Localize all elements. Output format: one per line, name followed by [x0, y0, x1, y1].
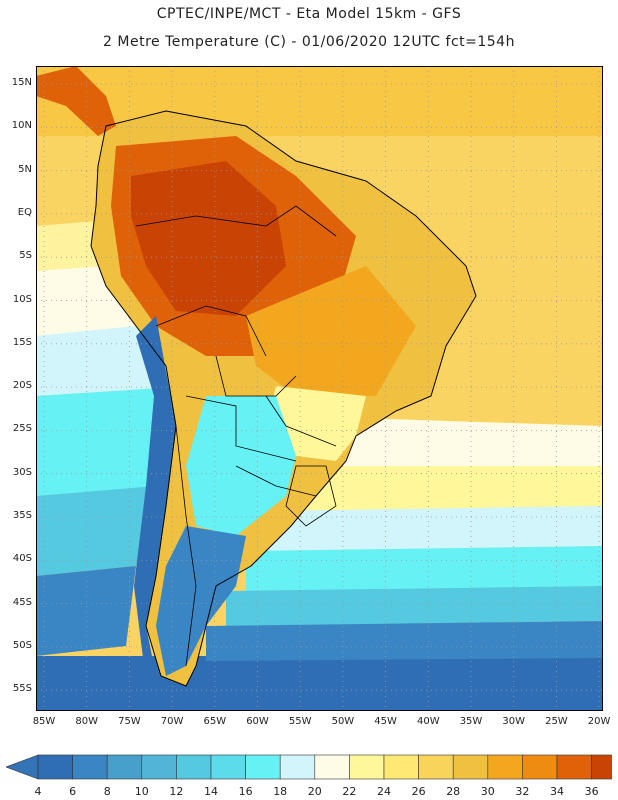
colorbar-tick-label: 12: [169, 785, 184, 798]
map-title-line-1: CPTEC/INPE/MCT - Eta Model 15km - GFS: [156, 6, 462, 22]
colorbar-tick-label: 20: [307, 785, 322, 798]
lat-label: 45S: [12, 596, 32, 608]
ocean-band-atlantic-6: [206, 621, 603, 661]
lat-label: 40S: [12, 553, 32, 565]
ocean-band-atlantic-20: [266, 506, 603, 551]
lat-label: EQ: [17, 206, 32, 218]
andes-cold-ridge: [134, 316, 176, 666]
lon-label: 40W: [416, 716, 440, 727]
central-brazil-region: [246, 266, 416, 396]
lat-label: 5S: [19, 250, 32, 262]
colorbar-tick-label: 28: [446, 785, 461, 798]
lon-label: 20W: [587, 716, 611, 727]
ocean-band-atlantic-22: [296, 416, 603, 466]
colorbar-tick-label: 24: [377, 785, 391, 798]
lat-label: 30S: [12, 466, 32, 478]
colorbar-tick-label: 8: [103, 785, 111, 798]
colorbar-swatch: [383, 754, 419, 780]
lon-label: 45W: [374, 716, 397, 727]
lon-label: 80W: [75, 716, 98, 727]
lat-label: 10S: [12, 293, 32, 305]
ocean-band-southern-4: [36, 656, 603, 711]
lat-label: 20S: [12, 380, 32, 392]
colorbar-tick-label: 14: [204, 785, 218, 798]
lon-label: 35W: [459, 716, 483, 727]
map-frame: [36, 66, 603, 711]
country-borders: [135, 205, 337, 667]
lon-label: 70W: [160, 716, 184, 727]
colorbar-swatch: [556, 754, 592, 780]
argentina-north-region: [186, 396, 296, 536]
colorbar-swatch: [279, 754, 316, 780]
lon-label: 25W: [545, 716, 568, 727]
lon-label: 30W: [502, 716, 525, 727]
colorbar-tick-label: 26: [411, 785, 426, 798]
lat-label: 35S: [12, 510, 32, 521]
colorbar-swatch: [72, 754, 108, 780]
colorbar-swatch: [591, 754, 612, 780]
amazon-hottest-core: [131, 161, 286, 316]
colorbar-tick-label: 10: [134, 785, 149, 798]
ocean-band-atlantic-24: [276, 466, 603, 511]
lat-label: 15N: [11, 77, 32, 88]
colorbar-tick-label: 16: [238, 785, 253, 798]
temperature-map: [36, 66, 603, 711]
map-canvas: [36, 66, 603, 711]
colorbar-tick-label: 30: [480, 785, 495, 798]
colorbar: [6, 754, 612, 780]
lat-label: 55S: [12, 683, 32, 695]
colorbar-swatch: [522, 754, 558, 780]
lat-label: 25S: [12, 423, 32, 435]
lon-label: 75W: [118, 716, 141, 727]
colorbar-swatch: [314, 754, 350, 780]
lon-label: 50W: [331, 716, 355, 727]
colorbar-tick-label: 22: [342, 785, 357, 798]
colorbar-swatch: [245, 754, 281, 780]
colorbar-low-arrow: [6, 754, 39, 780]
lon-label: 60W: [246, 716, 269, 727]
colorbar-swatch: [452, 754, 489, 780]
ocean-band-atlantic-12: [226, 586, 603, 626]
colorbar-swatch: [210, 754, 246, 780]
lat-label: 15S: [12, 336, 32, 348]
ocean-band-atlantic-18: [246, 546, 603, 591]
colorbar-tick-label: 18: [273, 785, 288, 798]
map-title-line-2: 2 Metre Temperature (C) - 01/06/2020 12U…: [103, 34, 515, 50]
colorbar-tick-label: 36: [584, 785, 599, 798]
lat-label: 50S: [12, 639, 32, 651]
colorbar-tick-label: 38: [614, 785, 618, 798]
ocean-band-pacific-14: [36, 486, 156, 576]
colorbar-swatch: [37, 754, 73, 780]
colorbar-tick-label: 6: [69, 785, 77, 798]
colorbar-tick-label: 32: [515, 785, 530, 798]
central-america-region: [36, 66, 116, 136]
colorbar-swatch: [349, 754, 385, 780]
colorbar-swatch: [176, 754, 212, 780]
colorbar-swatch: [418, 754, 454, 780]
ocean-band-pacific-8: [36, 566, 136, 656]
colorbar-swatch: [106, 754, 143, 780]
lat-label: 10N: [11, 120, 32, 132]
colorbar-tick-label: 4: [34, 785, 42, 798]
lon-label: 55W: [288, 716, 312, 727]
colorbar-swatch: [487, 754, 523, 780]
lon-label: 85W: [32, 716, 56, 727]
coastline: [90, 110, 477, 687]
patagonia-region: [156, 526, 246, 676]
colorbar-swatch: [141, 754, 177, 780]
colorbar-tick-label: 34: [550, 785, 564, 798]
lon-label: 65W: [203, 716, 227, 727]
lat-label: 5N: [18, 163, 32, 175]
